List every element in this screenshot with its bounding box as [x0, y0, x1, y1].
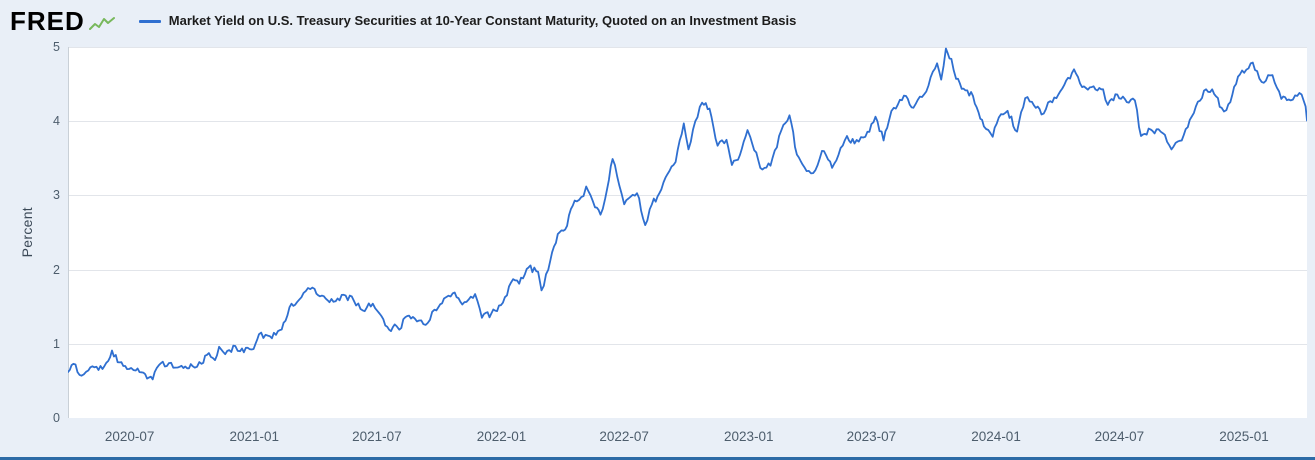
fred-logo-text: FRED	[10, 6, 85, 36]
legend-line-swatch	[138, 19, 161, 23]
graph-header: FRED Market Yield on U.S. Treasury Secur…	[0, 0, 1315, 42]
y-tick-label: 4	[53, 114, 60, 129]
line-chart-svg	[68, 47, 1307, 418]
y-tick-label: 5	[53, 40, 60, 54]
y-tick-label: 1	[53, 336, 60, 351]
x-axis-tick-labels: 2020-07 2021-01 2021-07 2022-01 2022-07 2023-…	[68, 429, 1307, 449]
x-tick-label: 2021-01	[229, 429, 280, 444]
x-tick-label: 2022-01	[476, 429, 527, 444]
x-tick-label: 2023-01	[724, 429, 774, 444]
x-tick-label: 2024-01	[971, 429, 1021, 444]
y-tick-label: 2	[53, 262, 60, 277]
fred-logo-link[interactable]: FRED	[10, 8, 115, 34]
x-tick-label: 2021-07	[352, 429, 402, 444]
x-tick-label: 2022-07	[599, 429, 649, 444]
x-tick-label: 2025-01	[1219, 429, 1269, 444]
plot-area[interactable]	[68, 47, 1307, 418]
y-axis-tick-labels: 0 1 2 3 4 5	[0, 40, 60, 425]
y-tick-label: 3	[53, 188, 60, 203]
x-tick-label: 2023-07	[846, 429, 897, 444]
series-legend: Market Yield on U.S. Treasury Securities…	[138, 13, 797, 29]
series-title: Market Yield on U.S. Treasury Securities…	[168, 13, 797, 28]
y-tick-label: 0	[53, 411, 60, 425]
x-tick-label: 2020-07	[104, 429, 155, 444]
x-tick-label: 2024-07	[1094, 429, 1145, 444]
fred-logo-sparkline-icon	[88, 17, 115, 30]
bottom-accent-bar	[0, 457, 1315, 460]
